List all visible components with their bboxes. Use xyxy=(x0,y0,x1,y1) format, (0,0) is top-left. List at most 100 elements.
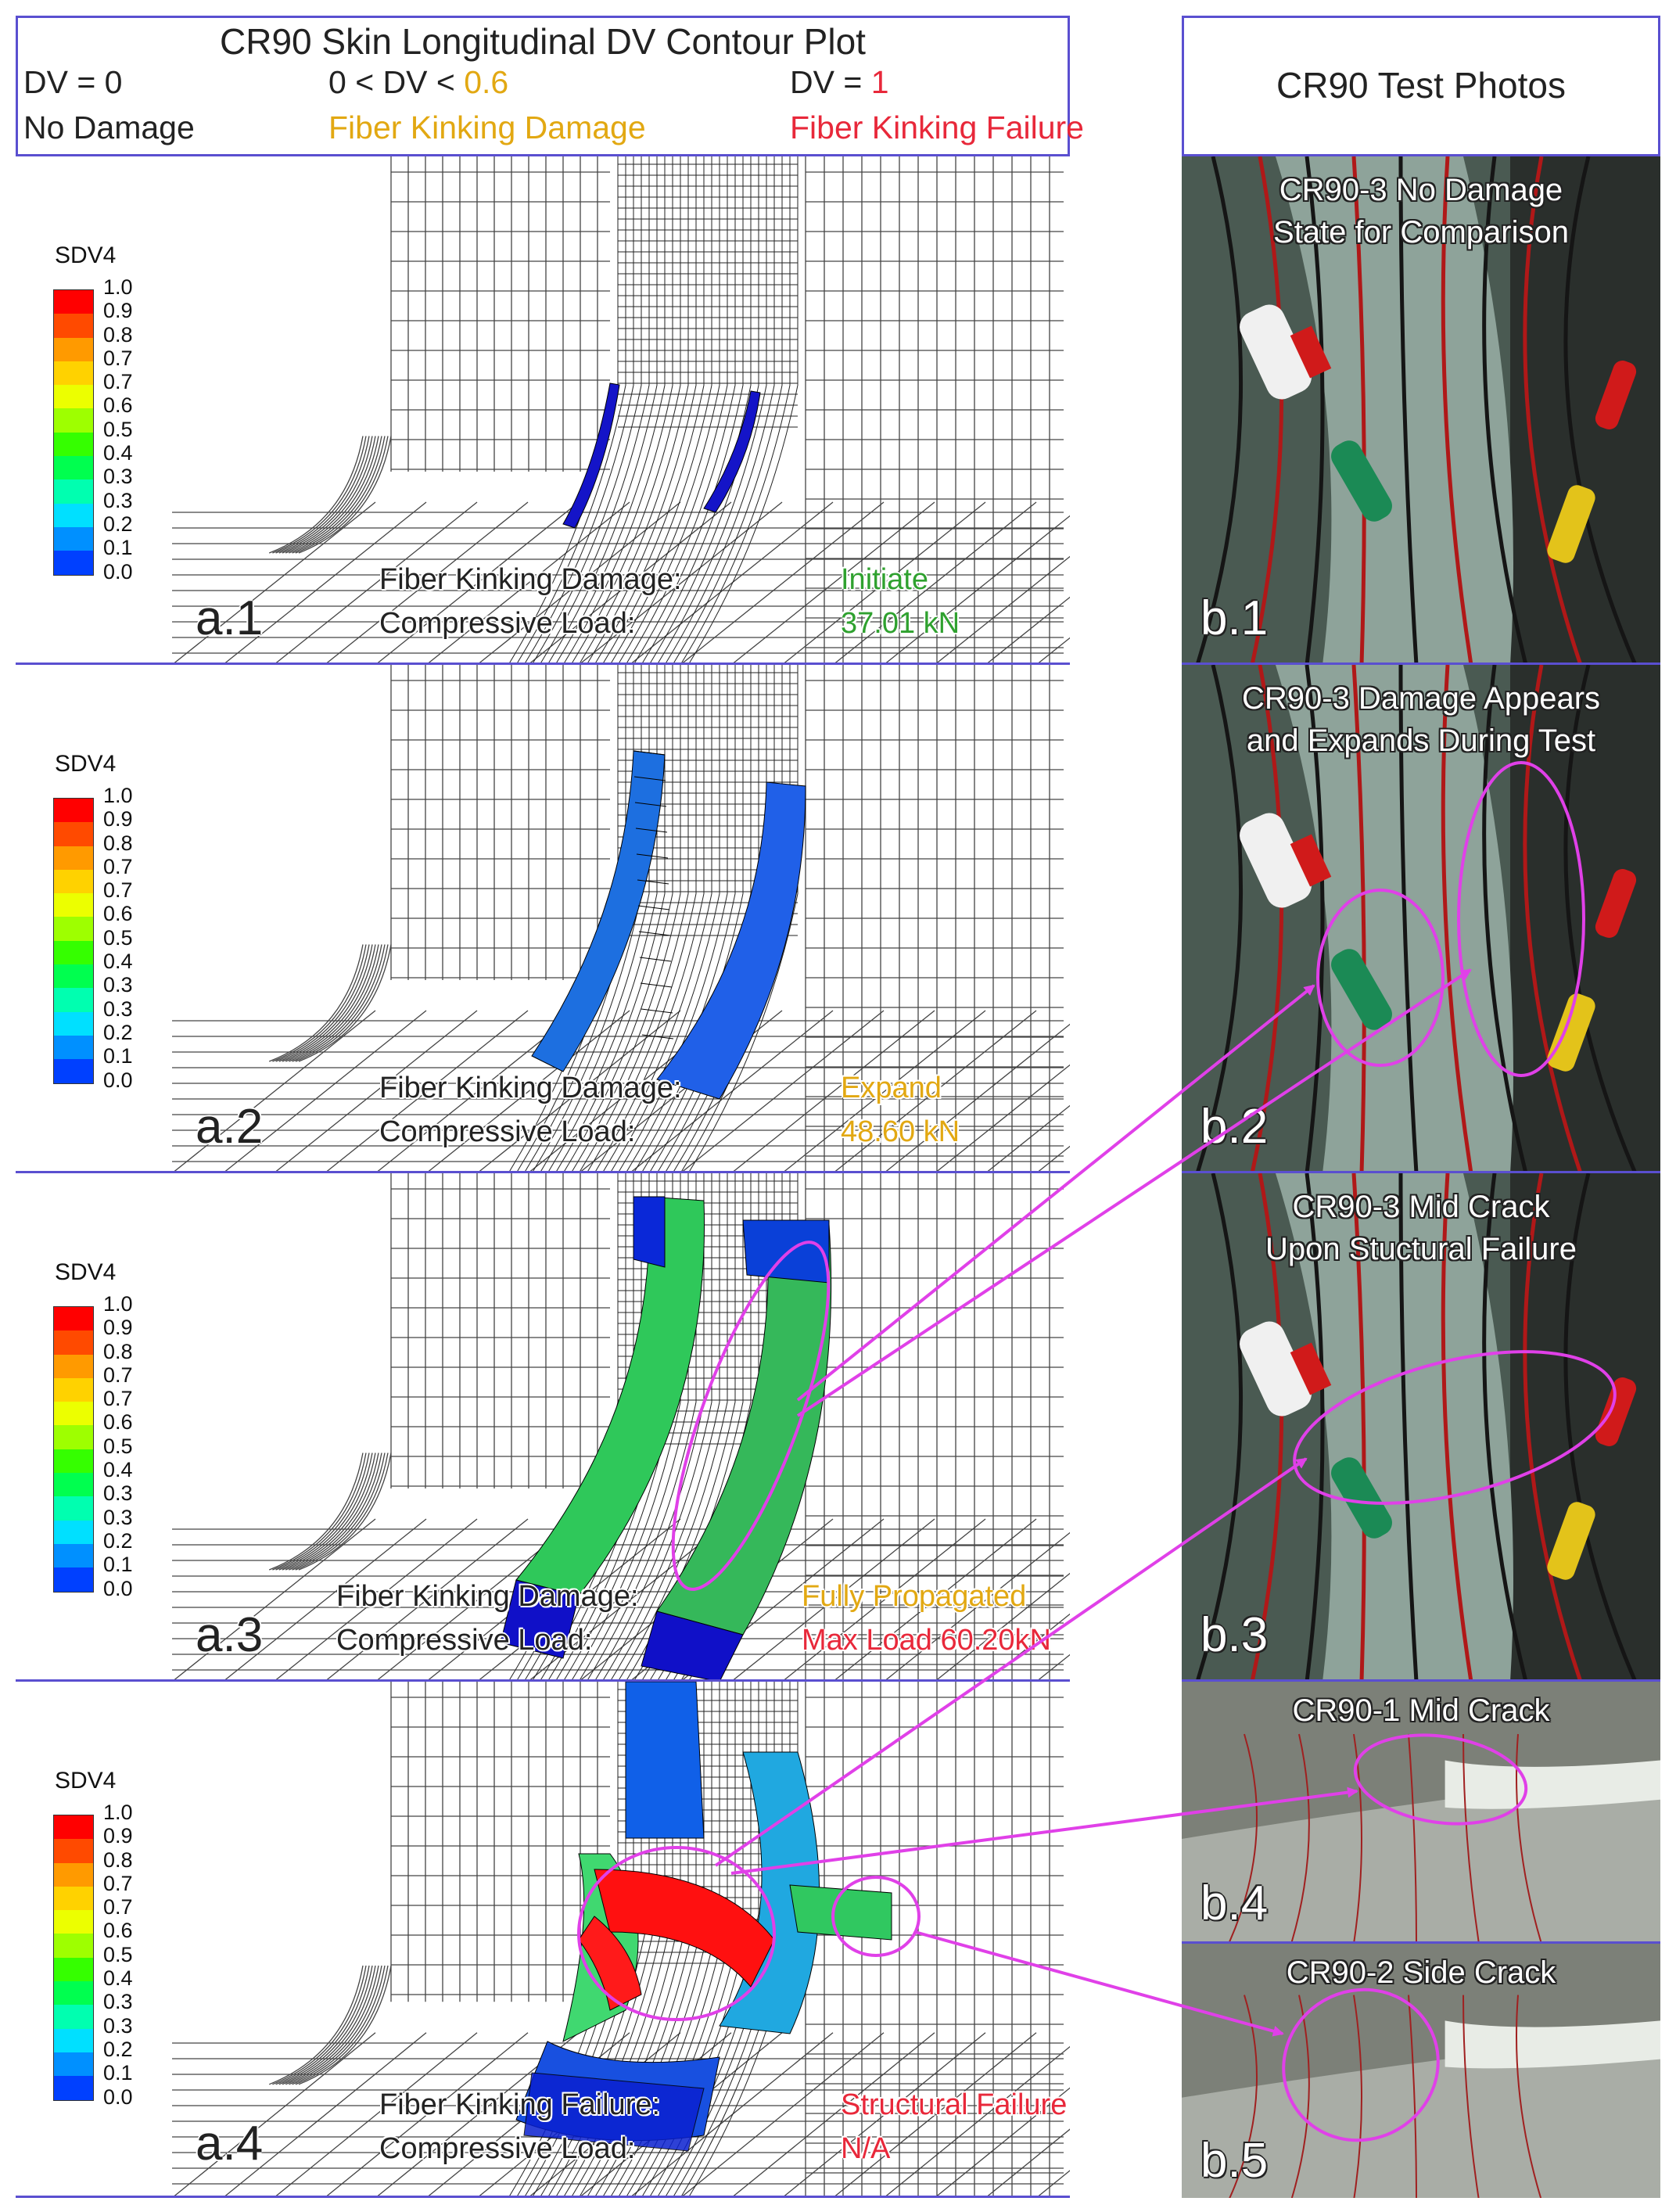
legend-colorbar xyxy=(53,798,94,1084)
legend-swatch xyxy=(54,1862,93,1887)
line1-value: Structural Failure xyxy=(841,2088,1068,2121)
legend-tick-label: 0.5 xyxy=(103,1434,133,1458)
legend-tick-label: 0.7 xyxy=(103,854,133,878)
line2-value: Max Load 60.20kN xyxy=(802,1624,1051,1657)
legend-swatch xyxy=(54,1543,93,1568)
legend-labels: 1.0 0.9 0.8 0.7 0.7 0.6 0.5 0.4 0.3 0.3 0.2 0.1 0.0 xyxy=(103,1292,133,1600)
legend-tick-label: 0.9 xyxy=(103,1824,133,1848)
photo-caption-line1: CR90-1 Mid Crack xyxy=(1292,1693,1550,1728)
legend-tick-label: 0.0 xyxy=(103,559,133,584)
legend-swatch xyxy=(54,2028,93,2052)
photo-backdrop xyxy=(1182,156,1660,663)
legend-colorbar xyxy=(53,289,94,576)
legend-swatch xyxy=(54,846,93,870)
legend-tick-label: 0.0 xyxy=(103,1576,133,1600)
legend-title: SDV4 xyxy=(55,1259,117,1285)
legend-swatch xyxy=(54,551,93,575)
legend-swatch xyxy=(54,917,93,941)
legend-labels: 1.0 0.9 0.8 0.7 0.7 0.6 0.5 0.4 0.3 0.3 0.2 0.1 0.0 xyxy=(103,1801,133,2109)
legend-tick-label: 0.9 xyxy=(103,299,133,323)
legend-tick-label: 0.4 xyxy=(103,1966,133,1991)
test-photo-b1: CR90-3 No Damage State for Comparison b.… xyxy=(1182,154,1660,663)
dv-one-prefix: DV = xyxy=(790,64,871,100)
photo-id: b.4 xyxy=(1200,1876,1269,1930)
legend-tick-label: 0.7 xyxy=(103,370,133,394)
legend-swatch xyxy=(54,2005,93,2029)
photo-caption-line1: CR90-2 Side Crack xyxy=(1286,1955,1556,1990)
test-photo-b3: CR90-3 Mid Crack Upon Stuctural Failure … xyxy=(1182,1171,1660,1679)
legend-tick-label: 0.7 xyxy=(103,346,133,370)
legend-tick-label: 0.1 xyxy=(103,1044,133,1068)
legend-tick-label: 0.9 xyxy=(103,1316,133,1340)
line1-value: Initiate xyxy=(841,563,928,596)
contour-panel-a3: SDV4 1.0 0.9 0.8 0.7 0.7 0.6 0.5 0.4 0.3 0.3 0.2 0.… xyxy=(16,1171,1070,1679)
legend-swatch xyxy=(54,1886,93,1911)
legend-tick-label: 0.3 xyxy=(103,1481,133,1506)
line1-value: Expand xyxy=(841,1072,942,1104)
legend-swatch xyxy=(54,361,93,386)
line1-label: Fiber Kinking Damage: xyxy=(379,563,682,596)
legend-swatch xyxy=(54,503,93,527)
legend-tick-label: 0.6 xyxy=(103,1919,133,1943)
dv-zero-label: DV = 0 xyxy=(23,64,123,100)
legend-swatch xyxy=(54,1567,93,1592)
legend-swatch xyxy=(54,1425,93,1449)
legend-title: SDV4 xyxy=(55,1768,117,1794)
dv-one-value: 1 xyxy=(870,64,889,100)
photo-id: b.2 xyxy=(1200,1100,1269,1154)
line1-label: Fiber Kinking Damage: xyxy=(379,1072,682,1104)
test-photo-b4: CR90-1 Mid Crack b.4 xyxy=(1182,1679,1660,1941)
legend-tick-label: 0.3 xyxy=(103,1505,133,1529)
line2-value: 37.01 kN xyxy=(841,607,960,640)
legend-colorbar xyxy=(53,1815,94,2101)
legend-swatch xyxy=(54,290,93,314)
legend-tick-label: 0.3 xyxy=(103,1990,133,2014)
dv-mid-prefix: 0 < DV < xyxy=(328,64,465,100)
legend-tick-label: 0.3 xyxy=(103,465,133,489)
no-damage-label: No Damage xyxy=(23,110,195,145)
legend-swatch xyxy=(54,456,93,480)
legend-tick-label: 0.6 xyxy=(103,902,133,926)
line2-label: Compressive Load: xyxy=(379,2132,636,2165)
contour-panel-a2: SDV4 1.0 0.9 0.8 0.7 0.7 0.6 0.5 0.4 0.3 0.3 0.2 0.… xyxy=(16,663,1070,1171)
legend-tick-label: 1.0 xyxy=(103,1801,133,1824)
dv-mid-value: 0.6 xyxy=(464,64,509,100)
mesh-a2 xyxy=(172,665,1070,1171)
legend-swatch xyxy=(54,479,93,504)
legend-tick-label: 0.5 xyxy=(103,417,133,441)
line1-label: Fiber Kinking Failure: xyxy=(379,2088,661,2121)
legend-tick-label: 0.1 xyxy=(103,536,133,560)
mesh-a1 xyxy=(172,156,1070,663)
legend-tick-label: 0.7 xyxy=(103,1895,133,1919)
legend-tick-label: 0.7 xyxy=(103,1871,133,1895)
legend-swatch xyxy=(54,1330,93,1355)
legend-tick-label: 0.7 xyxy=(103,1387,133,1411)
contour-panel-a1: SDV4 1.0 0.9 0.8 0.7 0.7 0.6 0.5 0.4 0.3 0.3 0.2 0.… xyxy=(16,154,1070,663)
legend-tick-label: 0.8 xyxy=(103,1848,133,1872)
panel-id: a.3 xyxy=(196,1608,264,1662)
fiber-kinking-damage-label: Fiber Kinking Damage xyxy=(328,110,646,145)
legend-swatch xyxy=(54,1981,93,2006)
legend-swatch xyxy=(54,1934,93,1958)
legend-tick-label: 0.4 xyxy=(103,1458,133,1482)
legend-tick-label: 0.8 xyxy=(103,831,133,855)
photo-caption-line2: State for Comparison xyxy=(1273,215,1569,250)
legend-tick-label: 0.9 xyxy=(103,807,133,831)
legend-swatch xyxy=(54,1059,93,1083)
test-photo-b5: CR90-2 Side Crack b.5 xyxy=(1182,1941,1660,2198)
legend-tick-label: 0.4 xyxy=(103,950,133,974)
legend-tick-label: 0.5 xyxy=(103,1942,133,1966)
legend-swatch xyxy=(54,799,93,823)
legend-tick-label: 0.3 xyxy=(103,996,133,1021)
legend-swatch xyxy=(54,385,93,409)
line2-label: Compressive Load: xyxy=(379,1115,636,1148)
legend-tick-label: 0.6 xyxy=(103,393,133,418)
line2-label: Compressive Load: xyxy=(379,607,636,640)
legend-swatch xyxy=(54,1011,93,1036)
line2-value: 48.60 kN xyxy=(841,1115,960,1148)
contour-panel-a4: SDV4 1.0 0.9 0.8 0.7 0.7 0.6 0.5 0.4 0.3 0.3 0.2 0.… xyxy=(16,1679,1070,2196)
legend-tick-label: 0.7 xyxy=(103,1363,133,1387)
line2-label: Compressive Load: xyxy=(336,1624,593,1657)
legend-title: SDV4 xyxy=(55,751,117,777)
legend-swatch xyxy=(54,337,93,361)
